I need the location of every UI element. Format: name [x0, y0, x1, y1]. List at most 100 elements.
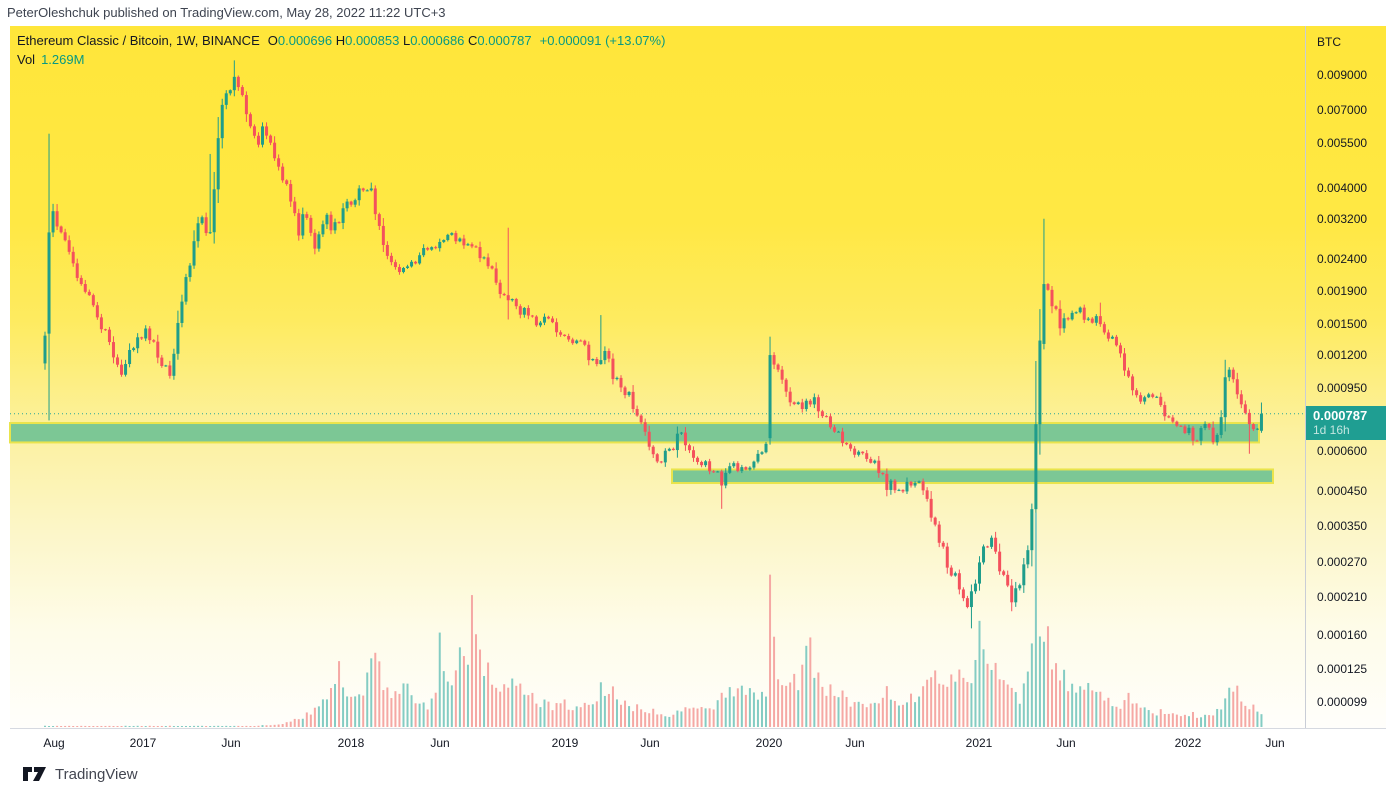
candle [671, 448, 675, 451]
volume-bar [1063, 669, 1066, 727]
volume-bar [277, 724, 280, 727]
candle-wick [507, 227, 509, 320]
candle [184, 277, 188, 302]
candle [861, 451, 865, 454]
candle [969, 591, 973, 608]
volume-bar [724, 697, 727, 727]
candle [180, 301, 184, 323]
candle [349, 201, 353, 205]
volume-bar [1163, 714, 1166, 727]
candle [913, 482, 917, 486]
ohlc-prefix: O [267, 33, 278, 48]
candle [240, 87, 244, 96]
candle [611, 358, 615, 380]
candle [748, 467, 752, 470]
volume-bar [410, 695, 413, 727]
volume-bar [1204, 714, 1207, 727]
volume-bar [624, 700, 627, 727]
volume-bar [1038, 636, 1041, 727]
volume-bar [543, 699, 546, 727]
candle [216, 138, 220, 190]
candle [647, 431, 651, 447]
time-axis-label: Jun [1265, 736, 1285, 750]
candle [973, 583, 977, 592]
volume-bar [801, 664, 804, 727]
ohlc-values: O0.000696 H0.000853 L0.000686 C0.000787 [268, 33, 532, 48]
candle [679, 432, 683, 434]
tradingview-attribution[interactable]: TradingView [22, 762, 138, 786]
candle [587, 344, 591, 361]
volume-bar [656, 714, 659, 727]
price-tick-label: 0.003200 [1317, 211, 1368, 226]
volume-bar [615, 699, 618, 727]
volume-bar [531, 692, 534, 727]
candle [1082, 307, 1086, 320]
volume-bar [237, 725, 240, 727]
candle [329, 214, 333, 231]
candle [837, 431, 841, 433]
price-axis[interactable]: BTC 0.009000 0.007000 0.005500 0.004000 0.00… [1306, 26, 1386, 728]
candle [1195, 440, 1199, 442]
candle [269, 135, 273, 143]
candle-wick [370, 182, 372, 192]
candle [422, 248, 426, 256]
volume-bar [289, 721, 292, 727]
candle [1070, 312, 1074, 320]
volume-bar [785, 685, 788, 727]
candle [95, 305, 99, 318]
volume-bar [966, 681, 969, 727]
volume-bar [1135, 703, 1138, 727]
volume-bar [716, 700, 719, 727]
volume-bar [1200, 717, 1203, 727]
volume-bar [728, 687, 731, 727]
volume-bar [132, 725, 135, 727]
candle [651, 446, 655, 455]
candle [1026, 550, 1030, 565]
volume-bar [547, 701, 550, 727]
candle [708, 461, 712, 472]
candle [43, 335, 47, 364]
candle [63, 232, 67, 241]
volume-bar [225, 725, 228, 727]
time-axis-label: Jun [221, 736, 241, 750]
candle [418, 255, 422, 264]
candle [639, 415, 643, 423]
volume-bar [402, 683, 405, 727]
candle [1259, 413, 1263, 431]
volume-bar [704, 708, 707, 727]
volume-bar [865, 707, 868, 727]
volume-bar [362, 695, 365, 727]
candle [736, 463, 740, 472]
volume-bar [922, 686, 925, 727]
volume-bar [519, 683, 522, 727]
candle [1074, 312, 1078, 314]
volume-bar [313, 707, 316, 727]
candle [1038, 340, 1042, 425]
volume-bar [1095, 691, 1098, 727]
candle [518, 306, 522, 315]
volume-bar [781, 685, 784, 727]
volume-bar [853, 702, 856, 727]
candle [1211, 427, 1215, 443]
candle [79, 277, 83, 285]
candle [289, 184, 293, 202]
volume-bar [950, 674, 953, 727]
candle [261, 126, 265, 145]
candle [228, 90, 232, 94]
volume-bar [152, 726, 155, 727]
volume-bar [910, 693, 913, 727]
candle [1094, 316, 1098, 323]
volume-bar [249, 726, 252, 727]
volume-bar [1260, 714, 1263, 727]
candle [196, 223, 200, 242]
time-axis[interactable]: Aug 2017 Jun 2018 Jun 2019 Jun 2020 Jun 2021 Jun 20… [10, 728, 1386, 757]
volume-bar [926, 679, 929, 727]
volume-bar [986, 663, 989, 727]
candle [172, 353, 176, 376]
volume-bar [901, 704, 904, 727]
volume-bar [958, 669, 961, 727]
symbol-title[interactable]: Ethereum Classic / Bitcoin, 1W, BINANCE [17, 33, 260, 48]
candle [256, 135, 260, 145]
candle [369, 188, 373, 191]
